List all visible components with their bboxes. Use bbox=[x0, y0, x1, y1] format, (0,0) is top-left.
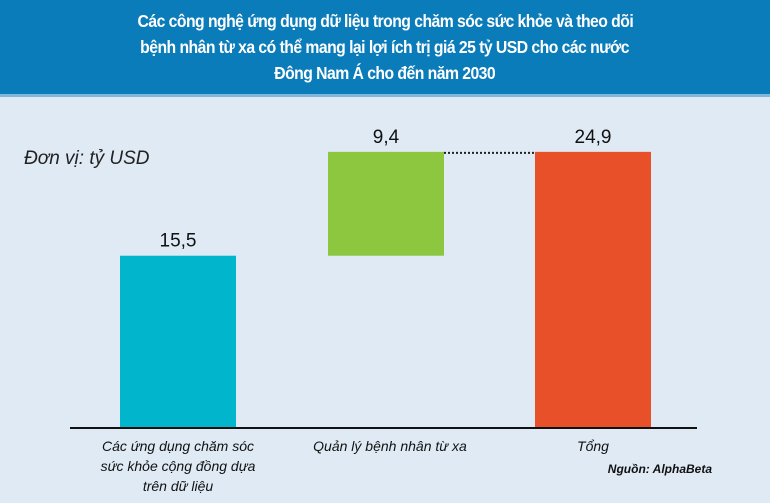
title-line-1: Các công nghệ ứng dụng dữ liệu trong chă… bbox=[137, 11, 633, 31]
category-label-2: Tổng bbox=[577, 438, 609, 454]
category-label-1: Quản lý bệnh nhân từ xa bbox=[313, 438, 467, 454]
bar-0 bbox=[120, 255, 236, 427]
bar-1 bbox=[328, 151, 444, 256]
category-label-0: Các ứng dụng chăm sóc bbox=[102, 438, 254, 454]
title-line-3: Đông Nam Á cho đến năm 2030 bbox=[274, 63, 496, 83]
bar-2 bbox=[535, 151, 651, 428]
value-label-0: 15,5 bbox=[160, 231, 197, 252]
category-label-0: trên dữ liệu bbox=[143, 478, 214, 494]
value-label-1: 9,4 bbox=[373, 127, 400, 148]
category-label-0: sức khỏe cộng đồng dựa bbox=[101, 458, 256, 474]
value-label-2: 24,9 bbox=[575, 127, 612, 148]
title-line-2: bệnh nhân từ xa có thể mang lại lợi ích … bbox=[140, 37, 630, 57]
unit-label: Đơn vị: tỷ USD bbox=[24, 148, 150, 169]
chart-title: Các công nghệ ứng dụng dữ liệu trong chă… bbox=[0, 0, 770, 97]
source-label: Nguồn: AlphaBeta bbox=[607, 462, 712, 476]
